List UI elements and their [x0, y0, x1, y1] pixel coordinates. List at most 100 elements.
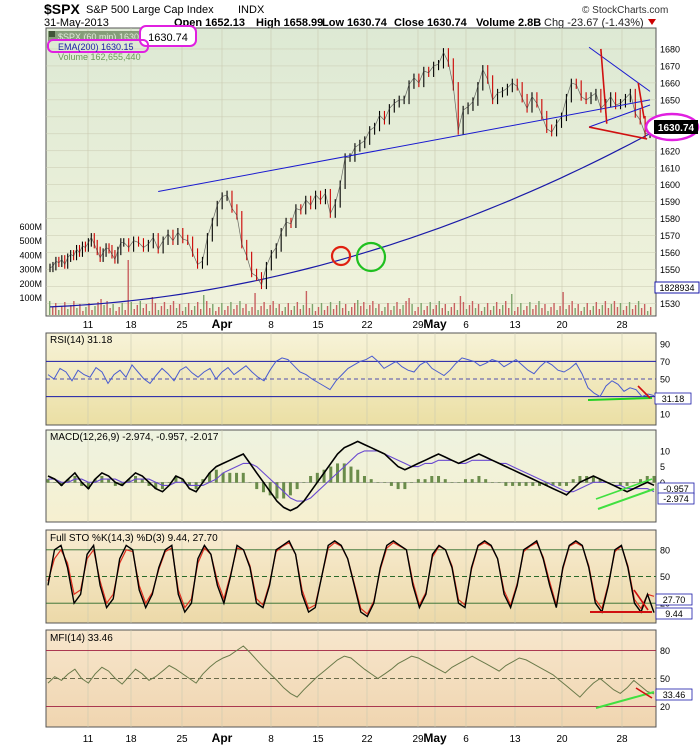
macd-histogram-bar: [490, 482, 494, 483]
bottom-x-axis-label: 8: [268, 734, 274, 745]
macd-histogram-bar: [544, 482, 548, 486]
volume-bar: [91, 310, 93, 315]
macd-tick-label: 5: [660, 462, 665, 472]
volume-bar: [393, 306, 395, 315]
change-value: Chg -23.67 (-1.43%): [544, 17, 644, 29]
volume-bar: [136, 305, 138, 315]
legend-volume: Volume 162,655,440: [58, 52, 141, 62]
volume-bar: [215, 311, 217, 315]
macd-histogram-bar: [538, 482, 542, 486]
volume-bar: [595, 302, 598, 315]
volume-bar: [634, 305, 637, 315]
macd-histogram-bar: [396, 482, 400, 490]
macd-histogram-bar: [652, 475, 656, 483]
volume-bar: [127, 260, 129, 315]
volume-bar: [357, 300, 359, 315]
volume-bar: [61, 306, 63, 315]
volume-bar: [130, 302, 132, 315]
macd-histogram-bar: [107, 479, 111, 483]
volume-bar: [94, 306, 96, 315]
volume-bar: [489, 310, 492, 315]
rsi-tick-label: 90: [660, 339, 670, 349]
legend-ema: EMA(200) 1630.15: [58, 42, 134, 52]
volume-bar: [535, 305, 537, 315]
macd-histogram-bar: [612, 482, 616, 483]
volume-bar: [384, 307, 386, 315]
volume-bar: [145, 304, 148, 315]
volume-bar: [375, 308, 377, 315]
volume-bar: [88, 303, 90, 315]
macd-histogram-bar: [221, 472, 225, 483]
mfi-value-tag-box: [655, 688, 693, 701]
volume-bar: [429, 302, 431, 315]
volume-bar: [227, 306, 229, 315]
trendline-lower-support: [588, 104, 651, 128]
mfi-tick-label: 80: [660, 646, 670, 656]
macd-histogram-bar: [295, 482, 299, 490]
volume-bar: [181, 311, 184, 315]
volume-bar: [450, 307, 453, 315]
volume-bar: [67, 309, 69, 315]
volume-bar: [175, 308, 178, 315]
x-axis-label: 20: [556, 320, 568, 331]
volume-bar: [79, 304, 81, 315]
macd-histogram-bar: [430, 476, 434, 483]
macd-histogram-bar: [329, 466, 333, 483]
volume-bar: [601, 305, 604, 315]
macd-histogram-bar: [181, 479, 185, 483]
volume-bar: [369, 305, 371, 315]
volume-bar: [574, 308, 576, 315]
volume-bar: [230, 302, 232, 315]
volume-bar: [471, 301, 474, 315]
macd-histogram-bar: [288, 482, 292, 496]
price-tick-label: 1530: [660, 299, 680, 309]
sto-tick-label: 50: [660, 572, 670, 582]
macd-histogram-bar: [511, 482, 515, 486]
price-tick-label: 1650: [660, 95, 680, 105]
trendline-red-low: [588, 126, 648, 140]
red-drop-mark-2: [637, 82, 645, 119]
volume-bar: [547, 311, 549, 315]
x-axis-label: May: [423, 317, 447, 331]
volume-bar: [592, 306, 594, 315]
x-axis-label: 15: [312, 320, 324, 331]
volume-bar: [157, 310, 160, 315]
macd-histogram-bar: [645, 476, 649, 483]
macd-histogram-bar: [437, 476, 441, 483]
volume-bar: [538, 301, 540, 315]
mfi-line: [47, 645, 655, 698]
bottom-x-axis-label: 22: [361, 734, 373, 745]
volume-bar: [486, 303, 489, 315]
symbol: $SPX: [44, 1, 80, 17]
volume-bar: [517, 307, 519, 315]
volume-bar: [133, 309, 135, 315]
x-axis-label: 13: [509, 320, 521, 331]
rsi-value-tag: 31.18: [662, 394, 685, 404]
macd-green-trend-1: [597, 488, 655, 510]
macd-histogram-bar: [120, 482, 124, 486]
macd-histogram-bar: [154, 482, 158, 490]
volume-bar: [447, 311, 450, 315]
volume-bar: [206, 301, 208, 315]
price-tick-label: 1620: [660, 146, 680, 156]
volume-bar: [184, 307, 187, 315]
volume-bar: [278, 304, 280, 315]
volume-bar: [100, 299, 102, 315]
macd-histogram-bar: [591, 476, 595, 483]
volume-bar: [565, 309, 567, 315]
volume-bar: [577, 304, 579, 315]
x-axis-label: 22: [361, 320, 373, 331]
x-axis-label: 8: [268, 320, 274, 331]
sto-k-tag-box: [655, 593, 693, 606]
macd-histogram-bar: [93, 479, 97, 483]
volume-bar: [553, 303, 555, 315]
volume-tick-label: 300M: [19, 265, 42, 275]
x-axis-label: 29: [412, 320, 424, 331]
volume-bar: [196, 302, 199, 315]
macd-histogram-bar: [187, 482, 191, 486]
bottom-x-axis-label: 6: [463, 734, 469, 745]
volume-bar: [562, 292, 564, 315]
price-tick-label: 1570: [660, 231, 680, 241]
mfi-value-tag: 33.46: [663, 690, 686, 700]
bottom-x-axis-label: 28: [616, 734, 628, 745]
